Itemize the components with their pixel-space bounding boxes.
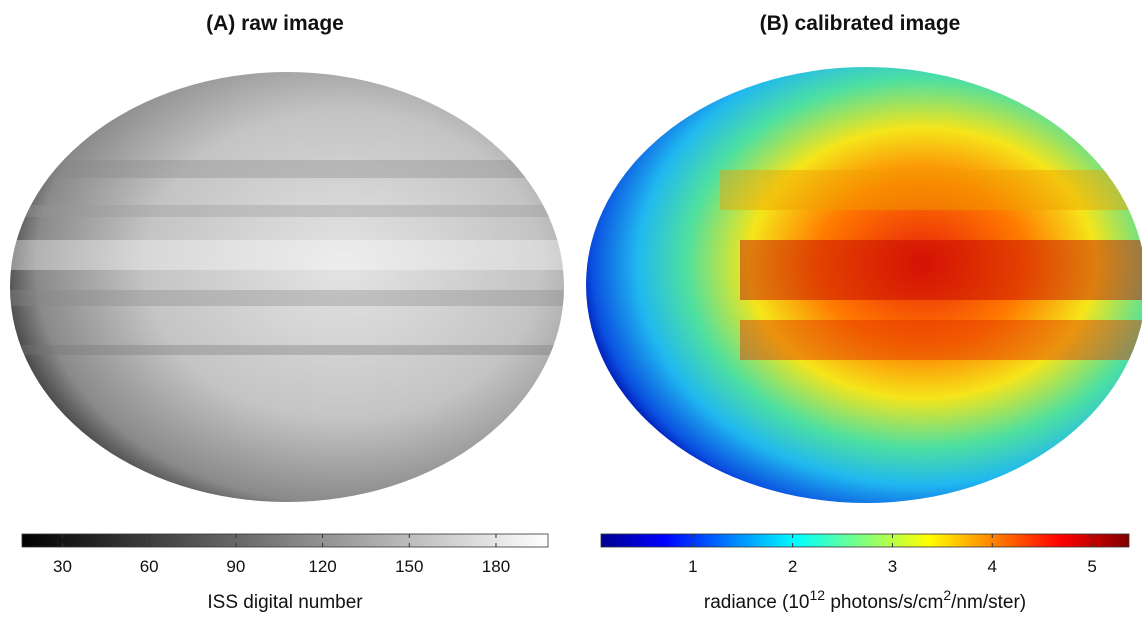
label-superscript: 2 [943,587,951,603]
tick-label: 3 [888,557,897,576]
tick-label: 120 [308,557,336,576]
tick-label: 30 [53,557,72,576]
colorbar [22,534,548,547]
tick-label: 5 [1087,557,1096,576]
colorbar-label: ISS digital number [207,592,363,613]
tick-label: 180 [482,557,510,576]
panel-title: (B) calibrated image [760,12,961,35]
panel-title: (A) raw image [206,12,344,35]
tick-label: 4 [988,557,997,576]
label-text: ISS digital number [207,592,363,613]
tick-label: 60 [140,557,159,576]
tick-label: 90 [226,557,245,576]
tick-label: 1 [688,557,697,576]
colorbar [601,534,1129,547]
label-text: /nm/ster) [951,592,1026,613]
tick-label: 2 [788,557,797,576]
raw-image [0,72,600,502]
label-superscript: 12 [810,587,826,603]
calibrated-image [586,67,1142,503]
figure: (A) raw image 30 60 90 120 150 180 ISS digital … [0,0,1142,619]
label-text: radiance (10 [704,592,810,613]
colorbar-label: radiance (1012 photons/s/cm2/nm/ster) [704,587,1026,613]
tick-label: 150 [395,557,423,576]
label-text: photons/s/cm [825,592,943,613]
